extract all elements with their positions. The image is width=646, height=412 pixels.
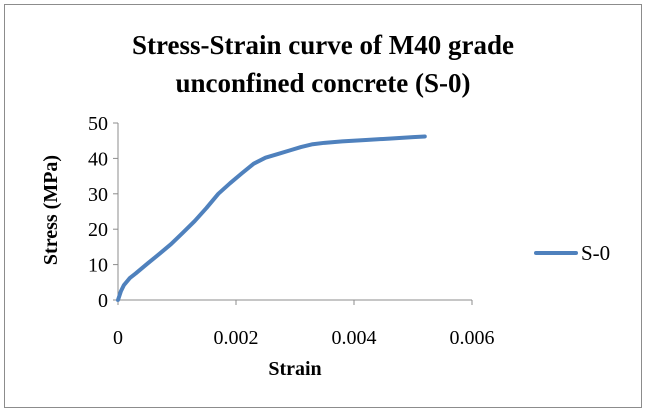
x-tick-label: 0.004 (332, 327, 377, 349)
series-group (116, 134, 427, 302)
x-axis-label: Strain (268, 358, 321, 380)
y-axis-label: Stress (MPa) (40, 155, 62, 265)
x-axis-ticks: 0 0.002 0.004 0.006 (113, 300, 495, 349)
legend: S-0 (534, 241, 610, 265)
chart-title-line-1: Stress-Strain curve of M40 grade (132, 30, 514, 60)
chart-frame (4, 4, 642, 408)
x-tick-label: 0 (113, 327, 123, 349)
chart-title-line-2: unconfined concrete (S-0) (176, 68, 471, 98)
y-tick-label: 30 (88, 184, 108, 206)
x-tick-label: 0.002 (214, 327, 259, 349)
y-tick-label: 10 (88, 255, 108, 277)
y-tick-label: 50 (88, 113, 108, 135)
y-tick-label: 20 (88, 219, 108, 241)
y-axis-ticks: 0 10 20 30 40 50 (88, 113, 118, 312)
legend-label-s-0: S-0 (581, 241, 610, 265)
y-tick-label: 0 (98, 290, 108, 312)
y-tick-label: 40 (88, 148, 108, 170)
x-tick-label: 0.006 (450, 327, 495, 349)
series-line-s-0 (116, 134, 427, 302)
